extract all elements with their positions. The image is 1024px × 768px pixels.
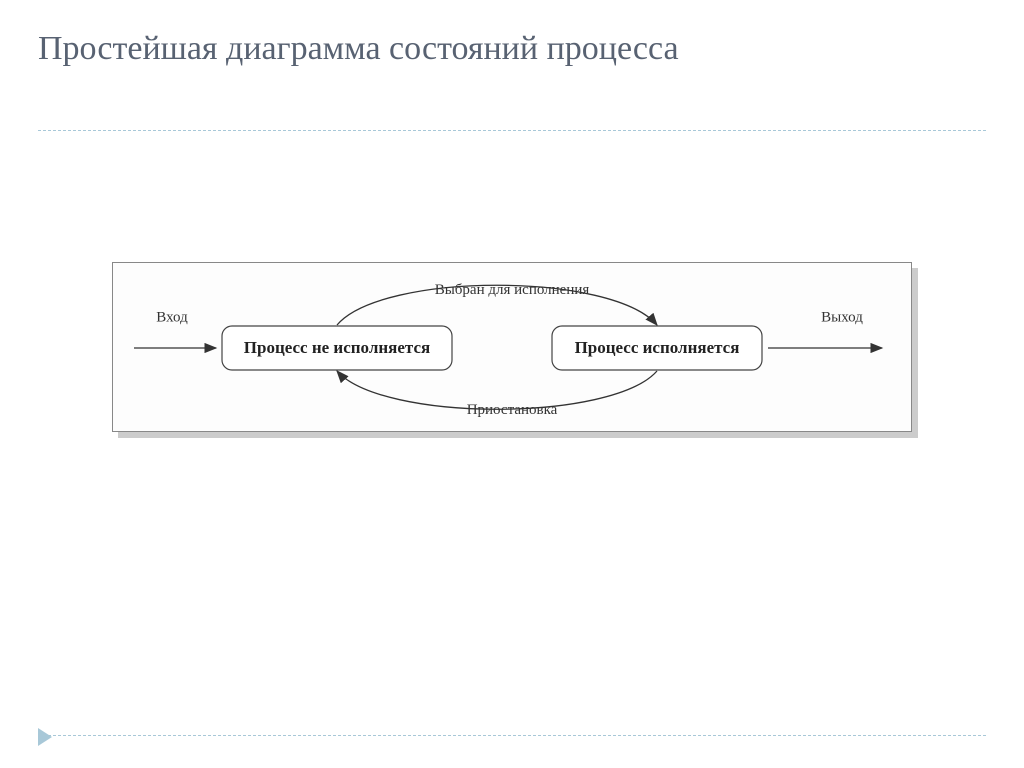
state-not-running-label: Процесс не исполняется <box>244 338 430 357</box>
divider-bottom <box>38 735 986 736</box>
slide-title: Простейшая диаграмма состояний процесса <box>38 28 679 71</box>
edge-entry-label: Вход <box>156 309 188 325</box>
divider-top <box>38 130 986 131</box>
edge-selected-label: Выбран для исполнения <box>435 282 590 298</box>
state-diagram: Вход Выход Выбран для исполнения Приоста… <box>112 262 912 432</box>
bullet-icon <box>38 728 52 746</box>
state-running-label: Процесс исполняется <box>575 338 740 357</box>
diagram-svg: Вход Выход Выбран для исполнения Приоста… <box>112 262 912 432</box>
edge-exit-label: Выход <box>821 309 863 325</box>
edge-suspend-label: Приостановка <box>467 402 558 418</box>
